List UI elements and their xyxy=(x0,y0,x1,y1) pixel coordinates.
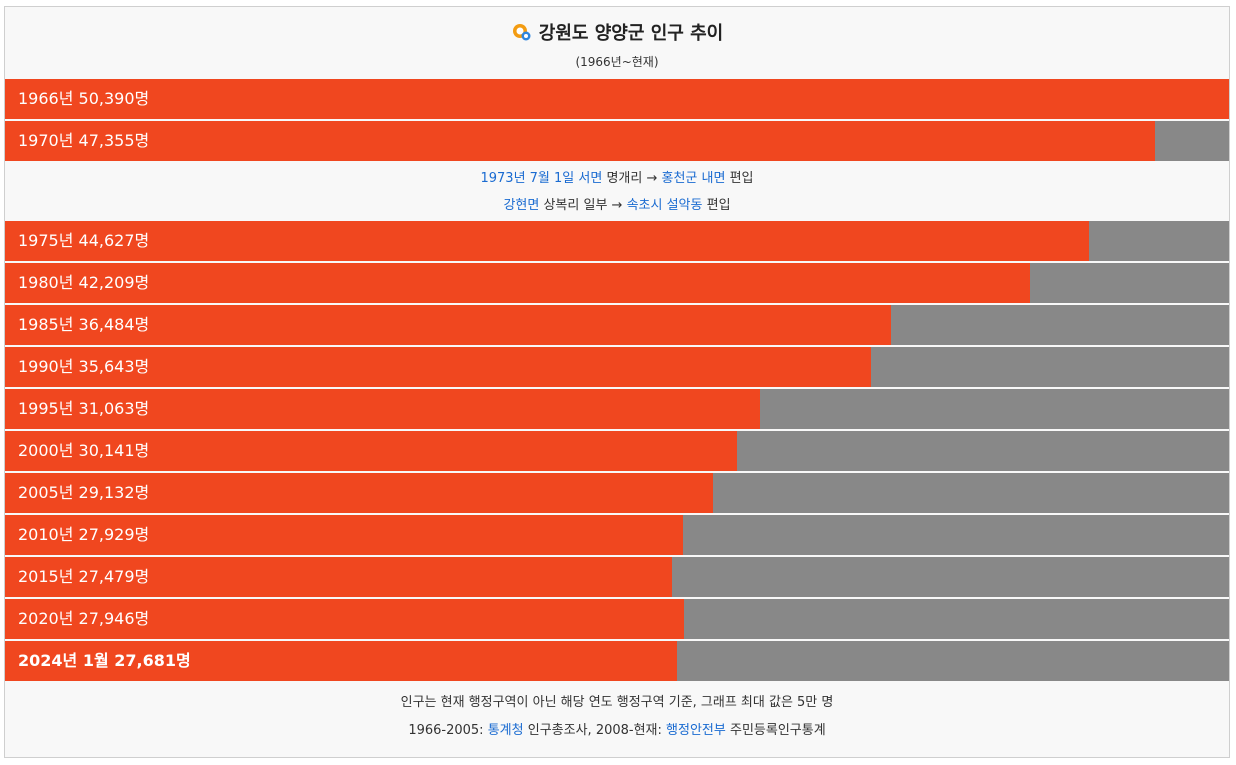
footer-text: 인구총조사, 2008-현재: xyxy=(527,723,662,738)
bar-label: 2000년 30,141명 xyxy=(18,441,150,460)
population-bar xyxy=(5,79,1229,119)
bar-row: 1990년 35,643명 xyxy=(5,347,1229,387)
population-bar xyxy=(5,221,1089,261)
bar-label: 2020년 27,946명 xyxy=(18,609,150,628)
population-bar xyxy=(5,305,892,345)
note-text: 명개리 → xyxy=(606,171,658,186)
note-text: 상복리 일부 → xyxy=(543,198,623,213)
note-line-1: 1973년 7월 1일 서면 명개리 → 홍천군 내면 편입 xyxy=(5,165,1229,192)
bar-row: 2005년 29,132명 xyxy=(5,473,1229,513)
population-bar xyxy=(5,557,673,597)
chart-title: 강원도 양양군 인구 추이 xyxy=(538,23,724,44)
population-bar xyxy=(5,347,871,387)
footer-line-2: 1966-2005: 통계청 인구총조사, 2008-현재: 행정안전부 주민등… xyxy=(5,717,1229,745)
bar-label: 1985년 36,484명 xyxy=(18,315,150,334)
chart-header: 강원도 양양군 인구 추이 (1966년~현재) xyxy=(5,7,1229,79)
population-bar xyxy=(5,121,1156,161)
bar-row: 1966년 50,390명 xyxy=(5,79,1229,119)
bar-label: 1980년 42,209명 xyxy=(18,273,150,292)
census-logo-icon xyxy=(512,24,531,41)
bar-row: 1980년 42,209명 xyxy=(5,263,1229,303)
note-target-link[interactable]: 속초시 설악동 xyxy=(626,198,703,213)
note-text: 편입 xyxy=(706,198,731,213)
population-bar xyxy=(5,641,678,681)
footer-text: 주민등록인구통계 xyxy=(729,723,826,738)
annexation-note: 1973년 7월 1일 서면 명개리 → 홍천군 내면 편입 강현면 상복리 일… xyxy=(5,163,1229,219)
bar-label: 1975년 44,627명 xyxy=(18,231,150,250)
title-row: 강원도 양양군 인구 추이 xyxy=(5,19,1229,45)
population-bar xyxy=(5,389,760,429)
bar-label: 1990년 35,643명 xyxy=(18,357,150,376)
source-link-ministry[interactable]: 행정안전부 xyxy=(666,723,726,738)
population-bar xyxy=(5,473,713,513)
population-bar xyxy=(5,599,684,639)
footer-text: 1966-2005: xyxy=(408,723,484,738)
bar-row: 1985년 36,484명 xyxy=(5,305,1229,345)
chart-subtitle: (1966년~현재) xyxy=(575,55,659,69)
bar-row: 1970년 47,355명 xyxy=(5,121,1229,161)
source-link-statistics[interactable]: 통계청 xyxy=(487,723,524,738)
bar-label: 1995년 31,063명 xyxy=(18,399,150,418)
footer-line-1: 인구는 현재 행정구역이 아닌 해당 연도 행정구역 기준, 그래프 최대 값은… xyxy=(400,695,834,710)
bar-label: 1970년 47,355명 xyxy=(18,131,150,150)
bar-label: 2005년 29,132명 xyxy=(18,483,150,502)
chart-frame: 강원도 양양군 인구 추이 (1966년~현재) 1966년 50,390명 19… xyxy=(4,6,1230,758)
bars-group-bottom: 1975년 44,627명 1980년 42,209명 1985년 36,484명 1… xyxy=(5,221,1229,681)
bar-row: 2010년 27,929명 xyxy=(5,515,1229,555)
bar-label: 2010년 27,929명 xyxy=(18,525,150,544)
bar-row: 1975년 44,627명 xyxy=(5,221,1229,261)
note-place-link[interactable]: 서면 xyxy=(578,171,603,186)
bar-label: 2024년 1월 27,681명 xyxy=(18,651,191,670)
bar-row: 2000년 30,141명 xyxy=(5,431,1229,471)
bar-row: 1995년 31,063명 xyxy=(5,389,1229,429)
population-bar xyxy=(5,431,738,471)
population-bar xyxy=(5,515,684,555)
note-line-2: 강현면 상복리 일부 → 속초시 설악동 편입 xyxy=(5,192,1229,219)
bar-label: 2015년 27,479명 xyxy=(18,567,150,586)
bars-group-top: 1966년 50,390명 1970년 47,355명 xyxy=(5,79,1229,161)
population-bar xyxy=(5,263,1031,303)
bar-row: 2024년 1월 27,681명 xyxy=(5,641,1229,681)
note-text: 편입 xyxy=(729,171,754,186)
note-place-link[interactable]: 강현면 xyxy=(503,198,540,213)
bar-label: 1966년 50,390명 xyxy=(18,89,150,108)
note-target-link[interactable]: 홍천군 내면 xyxy=(661,171,726,186)
chart-footer: 인구는 현재 행정구역이 아닌 해당 연도 행정구역 기준, 그래프 최대 값은… xyxy=(5,683,1229,745)
note-date-link[interactable]: 1973년 7월 1일 xyxy=(480,171,575,186)
bar-row: 2015년 27,479명 xyxy=(5,557,1229,597)
bar-row: 2020년 27,946명 xyxy=(5,599,1229,639)
